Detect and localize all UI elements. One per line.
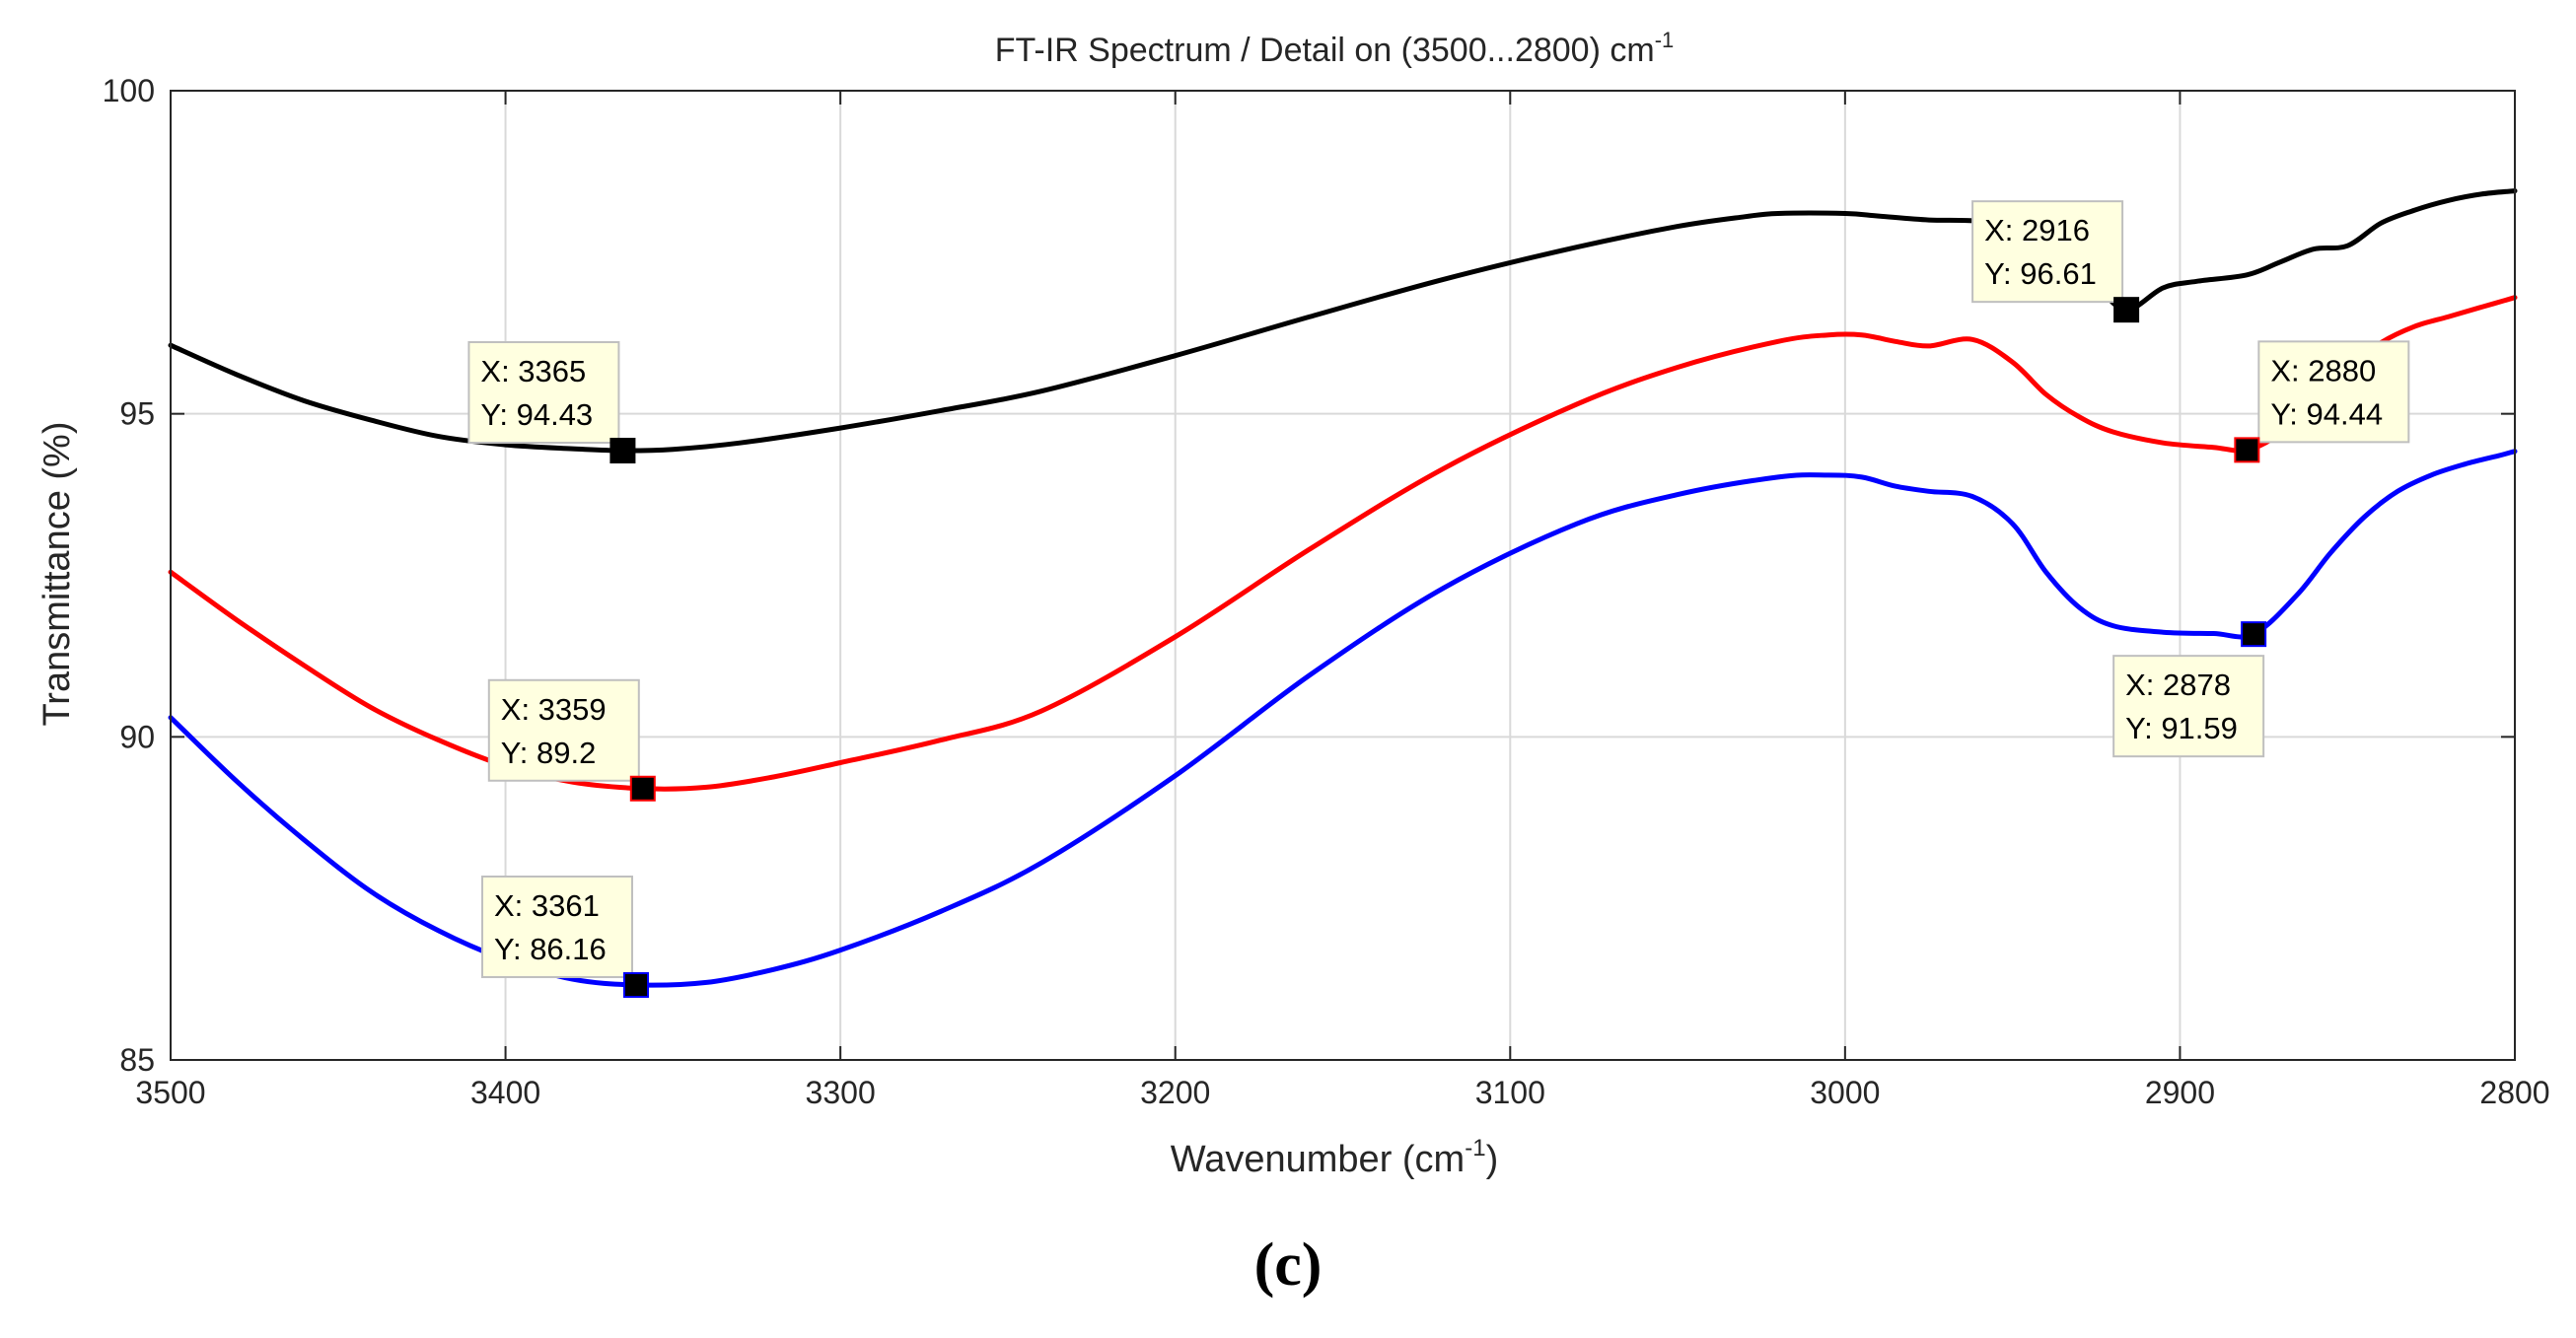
- data-tip-y-label: Y: 86.16: [494, 932, 607, 966]
- data-tip-x-label: X: 3361: [494, 888, 600, 923]
- data-tip-marker: [2241, 621, 2267, 648]
- series-line-blue: [168, 449, 2518, 988]
- data-tip: X: 3365 Y: 94.43: [467, 341, 636, 464]
- data-tip-x-label: X: 2878: [2125, 668, 2231, 702]
- y-axis-label: Transmittance (%): [36, 422, 78, 727]
- data-tip-y-label: Y: 94.44: [2270, 396, 2383, 431]
- data-tip-marker: [2234, 437, 2260, 463]
- x-tick-label: 3300: [806, 1075, 876, 1110]
- x-axis-label: Wavenumber (cm-1): [1171, 1135, 1498, 1180]
- series-lines: [168, 188, 2518, 988]
- data-tip: X: 3359 Y: 89.2: [487, 678, 656, 802]
- y-tick-label: 85: [119, 1042, 155, 1078]
- x-tick-label: 3200: [1140, 1075, 1210, 1110]
- data-tip-marker: [2113, 297, 2140, 323]
- data-tip: X: 3361 Y: 86.16: [481, 875, 650, 998]
- y-tick-label: 95: [119, 396, 155, 432]
- data-tip-y-label: Y: 91.59: [2125, 711, 2238, 745]
- x-tick-label: 3000: [1810, 1075, 1880, 1110]
- chart-title: FT-IR Spectrum / Detail on (3500...2800)…: [995, 28, 1675, 69]
- x-tick-label: 3400: [470, 1075, 540, 1110]
- y-tick-label: 90: [119, 719, 155, 754]
- x-tick-label: 3100: [1475, 1075, 1545, 1110]
- x-tick-label: 2900: [2145, 1075, 2215, 1110]
- data-tip-marker: [609, 438, 636, 464]
- data-tip-y-label: Y: 96.61: [1984, 256, 2097, 291]
- data-tip-marker: [623, 971, 650, 998]
- data-tips: X: 3365 Y: 94.43 X: 2916 Y: 96.61 X: 3359 Y: …: [467, 200, 2410, 998]
- axis-ticks: 3500 3400 3300 3200 3100 3000 2900 2800 85 90 95 10…: [103, 73, 2550, 1110]
- y-tick-label: 100: [103, 73, 155, 108]
- data-tip-y-label: Y: 89.2: [501, 736, 597, 770]
- data-tip-x-label: X: 2916: [1984, 213, 2090, 247]
- data-tip: X: 2880 Y: 94.44: [2234, 340, 2410, 463]
- data-tip-marker: [629, 775, 656, 802]
- panel-label: (c): [1253, 1232, 1323, 1299]
- data-tip: X: 2916 Y: 96.61: [1971, 200, 2140, 323]
- data-tip-box: [467, 341, 620, 445]
- data-tip-x-label: X: 3359: [501, 692, 607, 727]
- series-line-black: [168, 188, 2518, 454]
- data-tip-box: [2112, 655, 2265, 758]
- data-tip-box: [1971, 200, 2124, 304]
- data-tip-box: [2257, 340, 2410, 444]
- data-tip-x-label: X: 2880: [2270, 353, 2376, 387]
- data-tip: X: 2878 Y: 91.59: [2112, 621, 2267, 758]
- data-tip-y-label: Y: 94.43: [480, 397, 593, 432]
- data-tip-x-label: X: 3365: [480, 354, 586, 388]
- data-tip-box: [481, 875, 634, 978]
- data-tip-box: [487, 678, 640, 782]
- x-tick-label: 3500: [135, 1075, 205, 1110]
- x-tick-label: 2800: [2479, 1075, 2549, 1110]
- plot-frame: [170, 90, 2516, 1061]
